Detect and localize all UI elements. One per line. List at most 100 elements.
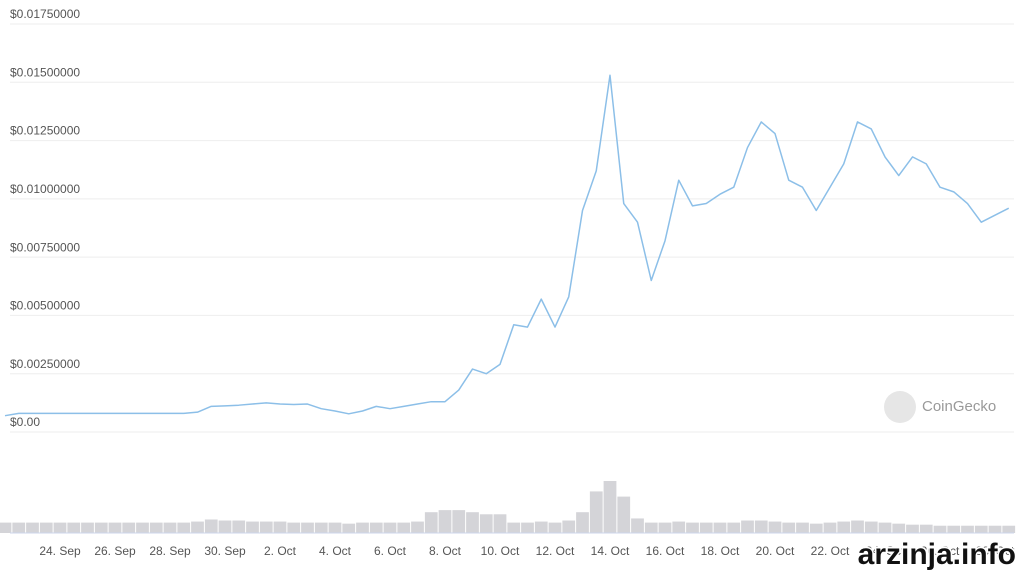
volume-bar [864,521,878,533]
y-tick-label: $0.01250000 [10,124,80,138]
x-tick-label: 26. Sep [94,544,136,558]
x-tick-label: 28. Oct [976,544,1015,558]
volume-bar [39,522,53,533]
volume-bar [328,522,342,533]
y-tick-label: $0.01750000 [10,7,80,21]
volume-bar [438,510,452,533]
volume-bar [53,522,67,533]
volume-bar [823,522,837,533]
volume-bar [754,520,768,533]
volume-bar [906,524,919,533]
volume-bar [301,522,314,533]
volume-bar [919,524,933,533]
volume-bar [617,496,631,533]
volume-bar [479,514,493,533]
volume-bar [232,520,246,533]
volume-bar [562,520,576,533]
volume-bar [246,521,259,533]
volume-bar [287,522,301,533]
x-tick-label: 22. Oct [811,544,850,558]
volume-bar [699,522,713,533]
x-tick-label: 2. Oct [264,544,297,558]
volume-bar [713,522,727,533]
volume-bar [342,523,356,533]
volume-bar [782,522,796,533]
volume-bar [452,510,466,533]
x-tick-label: 20. Oct [756,544,795,558]
volume-bar [136,522,149,533]
volume-bar [851,520,864,533]
volume-bar [658,522,672,533]
volume-bar [961,525,974,533]
volume-bar [837,521,851,533]
volume-bar [94,522,108,533]
price-line [4,74,1010,417]
y-tick-label: $0.00250000 [10,357,80,371]
volume-bar [81,522,94,533]
x-tick-label: 4. Oct [319,544,352,558]
x-tick-label: 24. Sep [39,544,81,558]
volume-bar [218,520,232,533]
y-tick-label: $0.00 [10,415,40,429]
volume-bar [727,522,741,533]
volume-bar [67,522,81,533]
volume-bar [672,521,686,533]
volume-bar [383,522,397,533]
volume-bar [122,522,136,533]
volume-bar [411,521,424,533]
volume-bar [603,481,617,533]
volume-bar [191,521,204,533]
watermark: arzinja.info [858,538,1016,571]
volume-bar [466,512,479,533]
x-tick-label: 14. Oct [591,544,630,558]
volume-bar [204,519,218,533]
volume-bar [933,525,947,533]
x-tick-label: 30. Sep [204,544,246,558]
x-tick-label: 12. Oct [536,544,575,558]
volume-bar [369,522,383,533]
x-tick-label: 26. Oct [921,544,960,558]
volume-bar [493,514,507,533]
volume-bar [768,521,782,533]
volume-bar [534,521,548,533]
volume-bar [809,523,823,533]
volume-bar [163,522,177,533]
volume-bar [521,522,534,533]
volume-bar [548,522,562,533]
volume-bar [108,522,122,533]
volume-bar [424,512,438,533]
volume-bar [1002,525,1016,533]
y-tick-label: $0.01500000 [10,65,80,79]
volume-bar [796,522,809,533]
volume-bar [878,522,892,533]
volume-bar [644,522,658,533]
volume-bar [356,522,369,533]
volume-bar [26,522,39,533]
x-tick-label: 6. Oct [374,544,407,558]
volume-bar [686,522,699,533]
x-tick-label: 18. Oct [701,544,740,558]
volume-bar [12,522,26,533]
volume-bar [741,520,754,533]
volume-bar [273,521,287,533]
x-tick-label: 28. Sep [149,544,191,558]
volume-bar [259,521,273,533]
y-tick-label: $0.01000000 [10,182,80,196]
volume-bar [314,522,328,533]
volume-bar [631,518,644,533]
volume-bar [0,522,12,533]
x-tick-label: 8. Oct [429,544,462,558]
x-tick-label: 16. Oct [646,544,685,558]
volume-bar [892,523,906,533]
logo-icon [884,391,916,423]
volume-bar [589,491,603,533]
volume-bar [149,522,163,533]
volume-bar [947,525,961,533]
volume-bar [576,512,589,533]
x-tick-label: 10. Oct [481,544,520,558]
volume-bar [974,525,988,533]
volume-bar [177,522,191,533]
x-tick-label: 24. Oct [866,544,905,558]
y-tick-label: $0.00500000 [10,299,80,313]
